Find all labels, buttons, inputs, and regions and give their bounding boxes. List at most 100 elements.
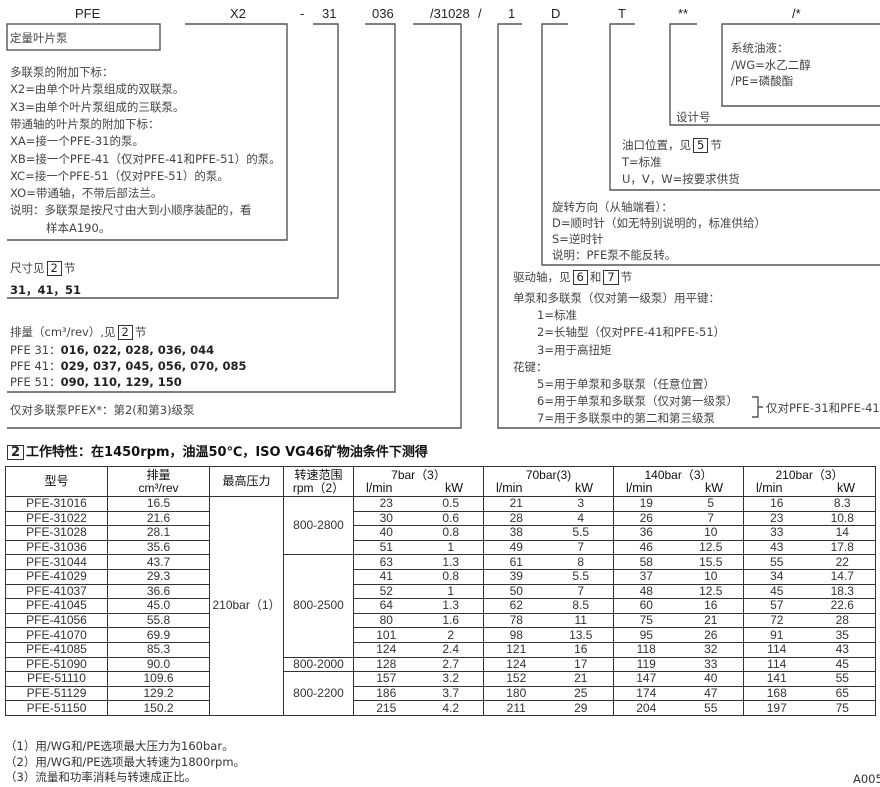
displacement-cell: 90.0 [107,656,210,673]
header-pressure-group: 7bar（3） l/min kW [353,466,484,497]
flow-cell: 23 [743,510,810,527]
multi-pump-suffix-line: 多联泵的附加下标： [10,65,114,79]
model-cell: PFE-31044 [5,554,108,570]
flow-cell: 63 [353,554,419,570]
multi-pump-suffix-line: 带通轴的叶片泵的附加下标： [10,116,160,131]
power-cell: 0.5 [418,496,484,512]
table-row: PFE-41070 69.9 101 2 98 13.5 95 26 91 35 [5,627,876,643]
flow-cell: 39 [483,568,549,585]
performance-table: 型号 排量 cm³/rev 最高压力 转速范围 rpm（2） 7bar（3） l/mi… [5,466,876,716]
speed-range-cell: 800-2000 [283,656,354,673]
flow-cell: 95 [613,627,679,643]
displacement-values: 029, 037, 045, 056, 070, 085 [60,359,247,373]
power-cell: 10 [678,525,744,541]
flow-cell: 186 [353,685,419,702]
flow-cell: 98 [483,627,549,643]
rotation-bracket-line [541,23,880,266]
speed-range-cell: 800-2800 [283,495,354,556]
displacement-cell: 16.5 [107,496,210,512]
power-cell: 11 [548,612,614,629]
table-row: PFE-51129 129.2 186 3.7 180 25 174 47 168 65 [5,685,876,702]
displacement-cell: 85.3 [107,641,210,658]
power-cell: 22 [809,554,876,570]
displacement-cell: 55.8 [107,612,210,629]
power-cell: 28 [809,612,876,629]
power-cell: 0.8 [418,568,484,585]
power-cell: 15.5 [678,554,744,570]
power-cell: 1 [418,539,484,556]
displacement-values: 016, 022, 028, 036, 044 [60,343,215,357]
code-segment: - [300,6,305,21]
power-cell: 33 [678,656,744,673]
table-row: PFE-41037 36.6 52 1 50 7 48 12.5 45 18.3 [5,583,876,600]
power-cell: 65 [809,685,876,702]
power-cell: 32 [678,641,744,658]
flow-cell: 19 [613,496,679,512]
code-segment: 036 [372,6,394,21]
power-cell: 2.4 [418,641,484,658]
footnote: （2）用/WG和/PE选项最大转速为1800rpm。 [5,754,246,769]
power-cell: 16 [678,598,744,614]
speed-range-cell: 800-2200 [283,671,354,716]
header-pressure-group: 70bar(3) l/min kW [483,466,614,497]
speed-range-cell: 800-2500 [283,554,354,658]
displacement-cell: 69.9 [107,627,210,643]
displacement-label: 排量（cm³/rev）,见 2 节 [10,325,147,340]
flow-cell: 45 [743,583,810,600]
pressure-label: 140bar（3） [644,467,713,482]
flow-cell: 118 [613,641,679,658]
model-cell: PFE-31016 [5,496,108,512]
displacement-key: PFE 51： [10,375,61,389]
table-row: PFE-41029 29.3 41 0.8 39 5.5 37 10 34 14.7 [5,568,876,585]
table-row: PFE-31028 28.1 40 0.8 38 5.5 36 10 33 14 [5,525,876,541]
flow-cell: 41 [353,568,419,585]
flow-cell: 141 [743,671,810,687]
power-cell: 22.6 [809,598,876,614]
shaft-option-line: 花键： [513,359,548,374]
rotation-option-line: 旋转方向（从轴端看）： [552,200,673,214]
power-cell: 3.7 [418,685,484,702]
table-row: PFE-31016 16.5 210bar（1） 800-2800 23 0.5 21 3 19… [5,495,876,716]
displacement-cell: 35.6 [107,539,210,556]
multi-pump-suffix-line: XA=接一个PFE-31的泵。 [10,134,144,149]
model-cell: PFE-41085 [5,641,108,658]
flow-cell: 37 [613,568,679,585]
header-displacement: 排量 cm³/rev [107,466,210,497]
port-label: 油口位置，见 5 节 [622,138,722,153]
model-cell: PFE-51090 [5,656,108,673]
code-bracket-lines [6,23,880,429]
power-cell: 10 [678,568,744,585]
table-row: PFE-51090 90.0 800-2000 128 2.7 124 17 119 33 114… [5,656,876,673]
displacement-cell: 109.6 [107,671,210,687]
flow-cell: 23 [353,496,419,512]
table-row: PFE-41045 45.0 64 1.3 62 8.5 60 16 57 22.6 [5,598,876,614]
header-kw: kW [836,480,855,495]
shaft-option-line: 2=长轴型（仅对PFE-41和PFE-51） [537,325,726,340]
port-option-line: U，V，W=按要求供货 [622,171,740,186]
multi-bracket-line [7,23,462,429]
power-cell: 47 [678,685,744,702]
header-lmin: l/min [756,480,783,495]
size-values: 31，41，51 [10,283,82,297]
code-segment: /31028 [430,6,470,21]
code-segment: PFE [75,6,101,21]
size-bracket-line [7,23,339,299]
power-cell: 21 [678,612,744,629]
flow-cell: 152 [483,671,549,687]
multi-pump-suffix-line: X2=由单个叶片泵组成的双联泵。 [10,82,185,97]
power-cell: 17 [548,656,614,673]
page-code: A005 [853,772,880,786]
fluid-option-line: 系统油液： [731,41,789,55]
flow-cell: 40 [353,525,419,541]
flow-cell: 61 [483,554,549,570]
displacement-values: 090, 110, 129, 150 [60,375,182,389]
power-cell: 17.8 [809,539,876,556]
flow-cell: 101 [353,627,419,643]
flow-cell: 174 [613,685,679,702]
flow-cell: 43 [743,539,810,556]
power-cell: 5.5 [548,525,614,541]
header-max-pressure: 最高压力 [209,466,284,497]
pfe-box-line [6,23,161,51]
power-cell: 3.2 [418,671,484,687]
flow-cell: 28 [483,510,549,527]
